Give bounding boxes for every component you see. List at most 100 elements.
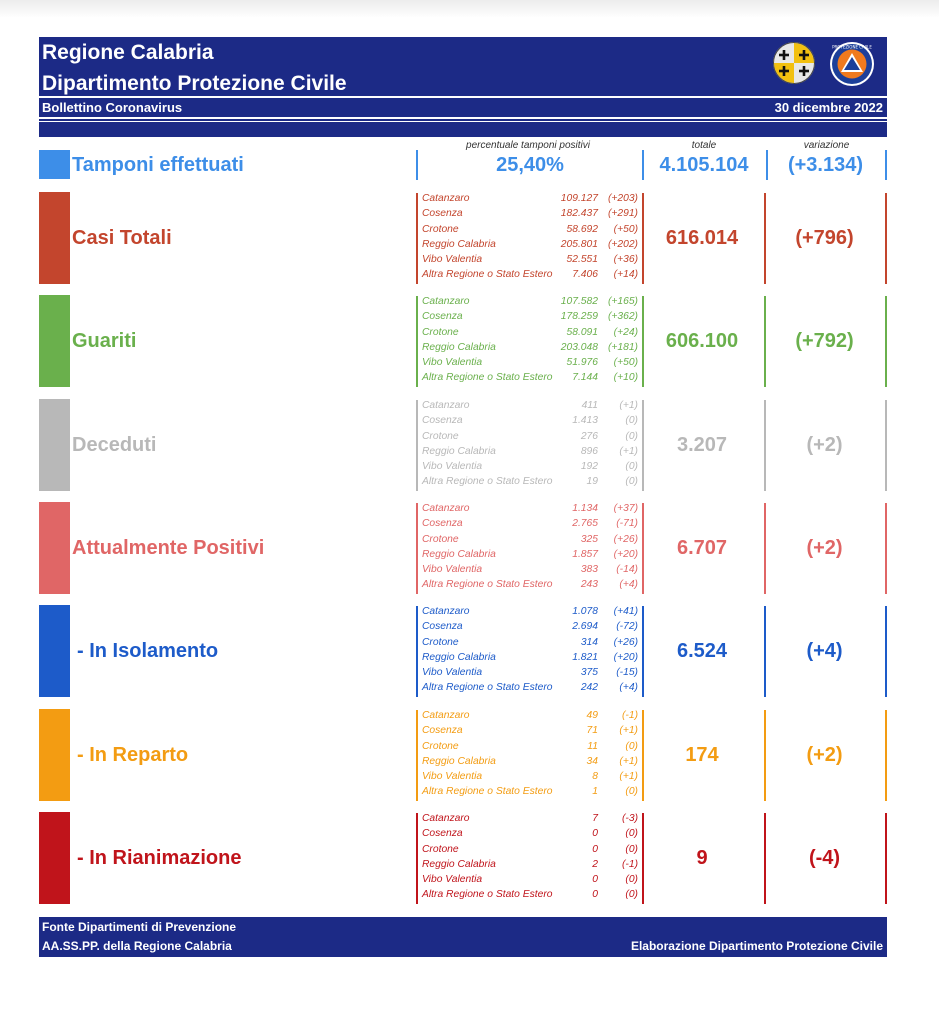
province-value: 107.582	[560, 296, 598, 307]
province-name: Catanzaro	[422, 813, 470, 824]
province-value: 203.048	[560, 341, 598, 353]
province-name: Cosenza	[422, 725, 463, 737]
in-reparto-section: - In Reparto Catanzaro 49 (-1) Cosenza 71 (+1)…	[39, 709, 887, 802]
province-row: Catanzaro 1.078 (+41)	[418, 606, 642, 621]
province-value: 2.765	[572, 518, 598, 530]
province-delta: (0)	[625, 415, 638, 427]
province-row: Vibo Valentia 51.976 (+50)	[418, 357, 642, 372]
province-name: Crotone	[422, 636, 459, 648]
province-row: Crotone 314 (+26)	[418, 637, 642, 652]
province-row: Cosenza 1.413 (0)	[418, 415, 642, 430]
province-row: Altra Regione o Stato Estero 1 (0)	[418, 786, 642, 801]
province-name: Cosenza	[422, 828, 463, 840]
province-row: Catanzaro 107.582 (+165)	[418, 296, 642, 311]
province-name: Altra Regione o Stato Estero	[422, 682, 553, 694]
province-name: Reggio Calabria	[422, 651, 496, 663]
province-row: Crotone 58.692 (+50)	[418, 224, 642, 239]
province-value: 0	[592, 828, 598, 840]
province-name: Cosenza	[422, 208, 463, 220]
province-row: Cosenza 2.694 (-72)	[418, 621, 642, 636]
province-value: 1.134	[572, 503, 598, 514]
province-name: Cosenza	[422, 518, 463, 530]
province-delta: (+165)	[607, 296, 638, 307]
province-value: 276	[580, 430, 598, 442]
province-row: Catanzaro 109.127 (+203)	[418, 193, 642, 208]
province-row: Reggio Calabria 205.801 (+202)	[418, 239, 642, 254]
in-isolamento-label: - In Isolamento	[77, 640, 219, 662]
department-title: Dipartimento Protezione Civile	[42, 72, 347, 95]
province-name: Altra Regione o Stato Estero	[422, 372, 553, 384]
province-delta: (0)	[625, 843, 638, 855]
province-name: Crotone	[422, 533, 459, 545]
province-row: Vibo Valentia 192 (0)	[418, 461, 642, 476]
province-name: Vibo Valentia	[422, 461, 483, 473]
in-rianimazione-variation: (-4)	[764, 813, 887, 904]
province-name: Catanzaro	[422, 503, 470, 514]
casi-totali-color-swatch	[39, 192, 70, 284]
province-value: 325	[580, 533, 598, 545]
province-value: 11	[587, 740, 598, 752]
province-delta: (0)	[625, 430, 638, 442]
province-name: Vibo Valentia	[422, 667, 483, 679]
province-value: 7	[592, 813, 598, 824]
province-value: 51.976	[566, 357, 599, 369]
province-value: 182.437	[560, 208, 598, 220]
province-value: 1.078	[572, 606, 598, 617]
elaboration-credit: Elaborazione Dipartimento Protezione Civ…	[630, 939, 883, 953]
province-row: Crotone 325 (+26)	[418, 534, 642, 549]
province-row: Cosenza 2.765 (-71)	[418, 518, 642, 533]
province-name: Altra Regione o Stato Estero	[422, 579, 553, 591]
province-row: Vibo Valentia 375 (-15)	[418, 667, 642, 682]
province-delta: (+1)	[619, 771, 638, 783]
province-value: 19	[586, 476, 598, 488]
province-value: 1.821	[572, 651, 598, 663]
attualmente-positivi-section: Attualmente Positivi Catanzaro 1.134 (+37) C…	[39, 502, 887, 595]
header-band: Regione Calabria Dipartimento Protezione…	[39, 37, 887, 137]
source-line-2: AA.SS.PP. della Regione Calabria	[42, 939, 232, 953]
province-delta: (+1)	[619, 445, 638, 457]
province-name: Reggio Calabria	[422, 548, 496, 560]
province-value: 896	[580, 445, 598, 457]
top-shadow	[0, 0, 939, 18]
in-reparto-total: 174	[640, 710, 766, 801]
tamponi-total: 4.105.104	[642, 150, 768, 180]
province-value: 1	[592, 786, 598, 798]
province-value: 49	[586, 710, 598, 721]
in-reparto-variation: (+2)	[764, 710, 887, 801]
province-delta: (+10)	[613, 372, 638, 384]
province-delta: (0)	[625, 476, 638, 488]
province-delta: (+26)	[613, 533, 638, 545]
casi-totali-section: Casi Totali Catanzaro 109.127 (+203) Cosenza…	[39, 192, 887, 285]
variation-column-header: variazione	[803, 140, 850, 151]
guariti-section: Guariti Catanzaro 107.582 (+165) Cosenza 178.…	[39, 295, 887, 388]
in-rianimazione-label: - In Rianimazione	[77, 847, 242, 869]
province-name: Altra Regione o Stato Estero	[422, 889, 553, 901]
province-delta: (+20)	[613, 651, 638, 663]
province-row: Reggio Calabria 1.857 (+20)	[418, 549, 642, 564]
province-row: Cosenza 71 (+1)	[418, 725, 642, 740]
province-name: Altra Regione o Stato Estero	[422, 786, 553, 798]
guariti-total: 606.100	[640, 296, 766, 387]
footer-band: Fonte Dipartimenti di Prevenzione AA.SS.…	[39, 917, 887, 957]
province-name: Catanzaro	[422, 710, 470, 721]
bulletin-subtitle: Bollettino Coronavirus	[42, 100, 183, 115]
in-isolamento-total: 6.524	[640, 606, 766, 697]
province-name: Reggio Calabria	[422, 341, 496, 353]
province-row: Crotone 11 (0)	[418, 741, 642, 756]
province-row: Altra Regione o Stato Estero 7.144 (+10)	[418, 372, 642, 387]
attualmente-positivi-variation: (+2)	[764, 503, 887, 594]
province-value: 7.406	[572, 269, 598, 281]
in-rianimazione-section: - In Rianimazione Catanzaro 7 (-3) Cosenza 0 (…	[39, 812, 887, 905]
province-name: Reggio Calabria	[422, 755, 496, 767]
province-name: Vibo Valentia	[422, 357, 483, 369]
province-row: Reggio Calabria 203.048 (+181)	[418, 342, 642, 357]
tamponi-percent: 25,40%	[416, 150, 644, 180]
in-reparto-province-breakdown: Catanzaro 49 (-1) Cosenza 71 (+1) Crotone 11 (0)…	[416, 710, 644, 801]
province-name: Reggio Calabria	[422, 238, 496, 250]
guariti-label: Guariti	[72, 330, 137, 352]
province-row: Altra Regione o Stato Estero 243 (+4)	[418, 579, 642, 594]
province-value: 0	[592, 843, 598, 855]
source-line-1: Fonte Dipartimenti di Prevenzione	[42, 920, 237, 934]
province-name: Crotone	[422, 326, 459, 338]
province-delta: (+20)	[613, 548, 638, 560]
